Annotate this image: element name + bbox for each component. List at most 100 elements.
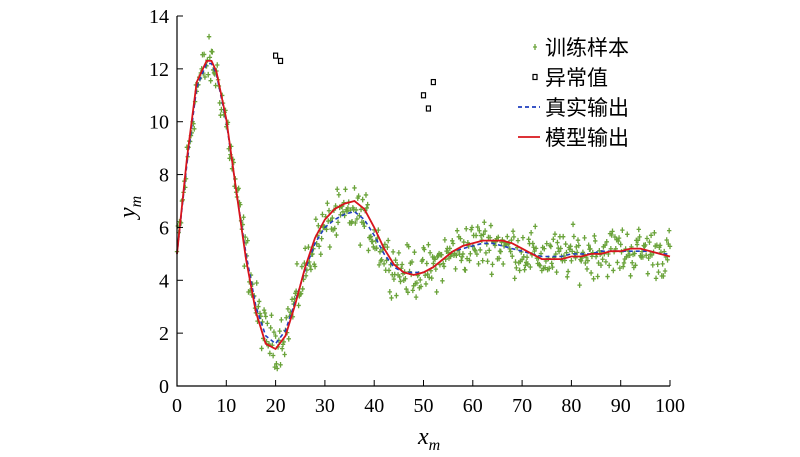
training-sample-point: [268, 325, 273, 331]
training-sample-point: [667, 243, 673, 250]
training-sample-point: [219, 106, 224, 113]
training-sample-point: [565, 274, 570, 280]
training-sample-point: [515, 237, 521, 244]
training-sample-point: [468, 250, 473, 257]
training-sample-point: [300, 286, 305, 292]
y-tick-label: 2: [159, 323, 169, 345]
training-sample-point: [385, 244, 390, 250]
training-sample-point: [377, 248, 383, 255]
training-sample-point: [650, 262, 655, 268]
training-sample-point: [643, 252, 649, 259]
legend-label: 模型输出: [545, 126, 629, 150]
training-sample-point: [635, 237, 641, 244]
training-sample-point: [615, 259, 620, 266]
training-sample-point: [620, 227, 625, 233]
training-sample-point: [343, 186, 348, 193]
training-sample-point: [656, 269, 661, 275]
training-sample-point: [298, 290, 304, 297]
training-sample-point: [332, 225, 337, 232]
training-sample-point: [366, 247, 371, 254]
training-sample-point: [664, 237, 669, 243]
training-sample-point: [299, 263, 305, 270]
training-sample-point: [605, 273, 610, 280]
training-sample-point: [296, 302, 301, 309]
training-sample-point: [644, 235, 650, 242]
x-tick-label: 80: [561, 395, 581, 417]
training-sample-point: [588, 270, 594, 276]
training-sample-point: [610, 228, 615, 235]
training-sample-point: [316, 243, 322, 250]
training-sample-point: [526, 236, 531, 243]
training-sample-point: [413, 294, 419, 300]
training-sample-point: [648, 232, 654, 239]
training-sample-point: [598, 262, 604, 268]
training-sample-point: [643, 242, 648, 248]
training-sample-point: [261, 307, 267, 313]
training-sample-point: [391, 276, 397, 282]
training-sample-point: [509, 237, 514, 243]
y-tick-label: 8: [159, 165, 169, 187]
training-sample-point: [520, 234, 526, 241]
training-sample-point: [473, 232, 479, 239]
training-sample-point: [657, 242, 663, 249]
training-sample-point: [279, 317, 284, 323]
training-sample-point: [611, 267, 616, 274]
training-sample-point: [634, 241, 640, 248]
training-sample-point: [397, 274, 402, 280]
training-sample-point: [477, 247, 483, 253]
training-sample-point: [617, 265, 623, 271]
training-sample-point: [604, 239, 609, 245]
y-tick-label: 10: [149, 112, 169, 134]
training-sample-point: [542, 245, 547, 252]
training-sample-point: [352, 185, 357, 191]
y-axis-title-sub: m: [128, 196, 145, 208]
training-sample-point: [481, 231, 486, 238]
curves-layer: [176, 60, 671, 351]
x-tick-label: 100: [655, 395, 685, 417]
training-sample-point: [404, 286, 409, 292]
training-sample-point: [574, 249, 580, 256]
training-sample-point: [448, 253, 453, 260]
training-sample-point: [478, 232, 484, 239]
x-axis-title: xm: [417, 424, 440, 454]
training-sample-point: [666, 227, 672, 234]
training-sample-point: [496, 255, 502, 262]
training-sample-point: [422, 272, 428, 279]
training-sample-point: [286, 336, 291, 342]
training-sample-point: [254, 280, 259, 286]
model-output-line: [176, 60, 671, 351]
training-sample-point: [316, 222, 321, 229]
training-sample-point: [279, 345, 285, 352]
training-sample-point: [568, 243, 573, 250]
training-sample-point: [293, 288, 299, 295]
training-sample-point: [482, 219, 487, 226]
training-sample-point: [272, 364, 277, 370]
training-sample-point: [363, 192, 369, 198]
training-sample-point: [550, 264, 555, 270]
training-sample-point: [570, 248, 575, 255]
training-sample-point: [325, 218, 331, 224]
training-sample-point: [274, 361, 279, 367]
training-sample-point: [574, 244, 579, 250]
training-sample-point: [476, 261, 481, 267]
training-sample-point: [245, 237, 250, 244]
outliers-layer: [273, 52, 436, 112]
training-sample-point: [505, 233, 510, 240]
training-sample-point: [660, 261, 665, 267]
x-axis-title-sub: m: [429, 437, 441, 454]
training-sample-point: [236, 185, 241, 192]
training-sample-point: [385, 237, 391, 244]
x-tick-label: 60: [463, 395, 483, 417]
training-sample-point: [284, 314, 289, 321]
training-sample-point: [501, 261, 506, 267]
training-sample-point: [208, 77, 213, 84]
training-sample-point: [376, 227, 381, 233]
training-sample-point: [409, 259, 415, 265]
training-sample-point: [387, 289, 393, 295]
training-sample-point: [433, 266, 439, 272]
training-sample-point: [422, 246, 427, 253]
training-sample-point: [555, 239, 560, 246]
training-sample-point: [429, 275, 434, 281]
legend-label: 训练样本: [545, 36, 629, 60]
training-sample-point: [324, 226, 329, 233]
